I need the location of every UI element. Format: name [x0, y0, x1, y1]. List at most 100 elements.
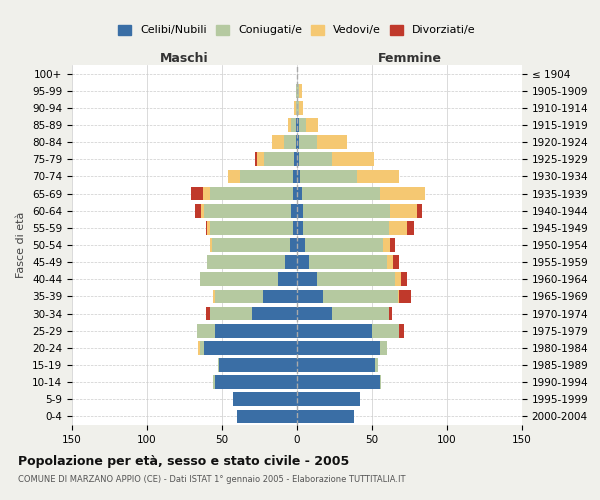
Bar: [191, 186, 203, 200]
Bar: [271, 136, 284, 149]
Bar: [296, 84, 297, 98]
Text: Femmine: Femmine: [377, 52, 442, 65]
Y-axis label: Fasce di età: Fasce di età: [16, 212, 26, 278]
Bar: [317, 136, 347, 149]
Bar: [299, 101, 303, 114]
Bar: [291, 204, 297, 218]
Bar: [293, 170, 297, 183]
Bar: [387, 256, 393, 269]
Text: Popolazione per età, sesso e stato civile - 2005: Popolazione per età, sesso e stato civil…: [18, 455, 349, 468]
Bar: [210, 238, 212, 252]
Bar: [205, 306, 210, 320]
Bar: [317, 272, 395, 286]
Bar: [390, 238, 395, 252]
Bar: [297, 84, 299, 98]
Bar: [380, 341, 387, 354]
Bar: [201, 204, 204, 218]
Bar: [299, 84, 302, 98]
Bar: [290, 238, 297, 252]
Bar: [215, 290, 263, 304]
Bar: [212, 238, 290, 252]
Bar: [213, 290, 215, 304]
Bar: [401, 272, 407, 286]
Bar: [389, 221, 407, 234]
Bar: [331, 306, 389, 320]
Bar: [399, 290, 411, 304]
Bar: [300, 170, 357, 183]
Bar: [297, 118, 299, 132]
Bar: [291, 118, 296, 132]
Bar: [255, 152, 257, 166]
Bar: [375, 358, 378, 372]
Y-axis label: Anni di nascita: Anni di nascita: [598, 204, 600, 286]
Text: Maschi: Maschi: [160, 52, 209, 65]
Bar: [299, 152, 331, 166]
Bar: [393, 256, 399, 269]
Bar: [199, 272, 277, 286]
Bar: [297, 272, 317, 286]
Bar: [218, 358, 219, 372]
Text: COMUNE DI MARZANO APPIO (CE) - Dati ISTAT 1° gennaio 2005 - Elaborazione TUTTITA: COMUNE DI MARZANO APPIO (CE) - Dati ISTA…: [18, 475, 406, 484]
Bar: [297, 256, 309, 269]
Bar: [297, 306, 331, 320]
Bar: [303, 221, 389, 234]
Bar: [407, 221, 414, 234]
Bar: [198, 341, 199, 354]
Bar: [297, 410, 354, 424]
Bar: [233, 392, 297, 406]
Bar: [417, 204, 421, 218]
Bar: [197, 324, 215, 338]
Bar: [213, 376, 215, 389]
Bar: [228, 170, 240, 183]
Bar: [204, 341, 297, 354]
Bar: [257, 152, 264, 166]
Bar: [357, 170, 399, 183]
Bar: [297, 136, 299, 149]
Bar: [390, 204, 417, 218]
Bar: [215, 324, 297, 338]
Bar: [264, 152, 294, 166]
Bar: [303, 204, 390, 218]
Bar: [297, 341, 380, 354]
Bar: [331, 152, 373, 166]
Bar: [207, 256, 285, 269]
Bar: [299, 136, 317, 149]
Bar: [195, 204, 201, 218]
Bar: [284, 136, 296, 149]
Bar: [297, 238, 305, 252]
Bar: [380, 376, 381, 389]
Bar: [294, 101, 296, 114]
Bar: [323, 290, 398, 304]
Bar: [297, 358, 375, 372]
Bar: [285, 256, 297, 269]
Bar: [293, 221, 297, 234]
Bar: [210, 221, 293, 234]
Bar: [288, 118, 291, 132]
Bar: [204, 204, 291, 218]
Bar: [294, 152, 297, 166]
Bar: [219, 358, 297, 372]
Bar: [237, 410, 297, 424]
Bar: [199, 341, 204, 354]
Bar: [305, 238, 383, 252]
Bar: [296, 118, 297, 132]
Bar: [299, 118, 306, 132]
Bar: [277, 272, 297, 286]
Bar: [297, 392, 360, 406]
Bar: [252, 306, 297, 320]
Bar: [203, 186, 210, 200]
Bar: [293, 186, 297, 200]
Bar: [297, 324, 372, 338]
Bar: [297, 152, 299, 166]
Bar: [296, 101, 297, 114]
Bar: [297, 170, 300, 183]
Bar: [309, 256, 387, 269]
Bar: [395, 272, 401, 286]
Bar: [297, 290, 323, 304]
Bar: [383, 238, 390, 252]
Bar: [297, 101, 299, 114]
Bar: [263, 290, 297, 304]
Bar: [297, 186, 302, 200]
Bar: [399, 324, 404, 338]
Bar: [372, 324, 399, 338]
